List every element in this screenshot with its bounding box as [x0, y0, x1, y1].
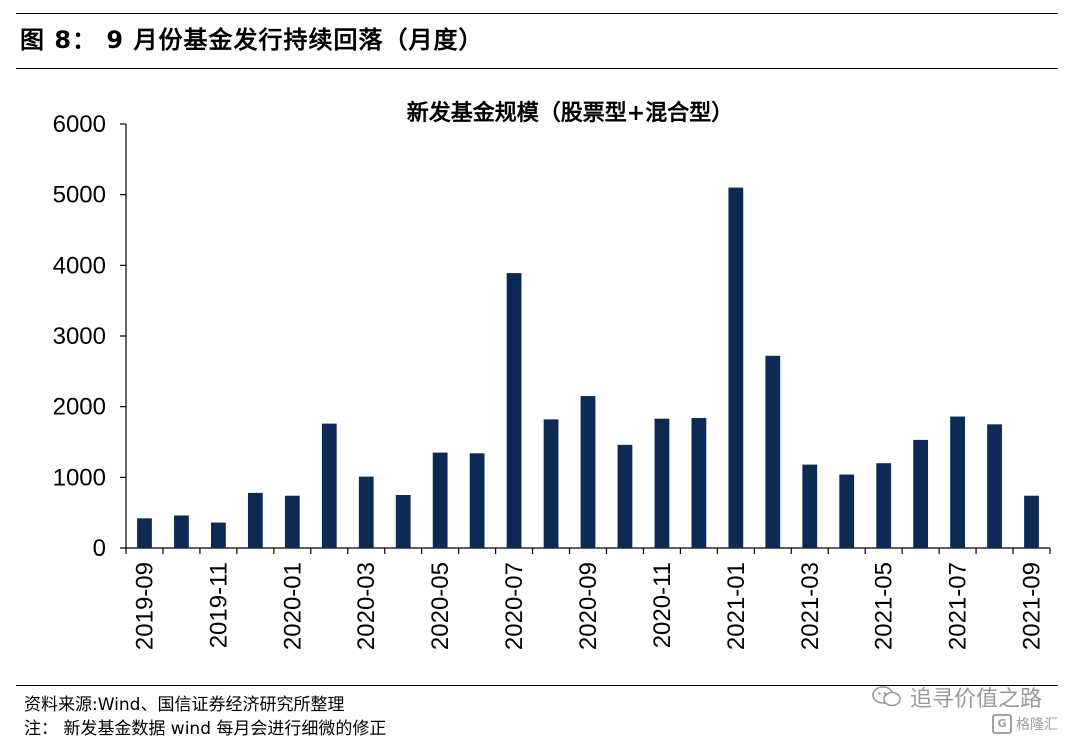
y-tick-label: 0	[93, 535, 106, 562]
x-tick-label: 2021-01	[723, 562, 750, 650]
bar-2020-04	[395, 495, 411, 548]
x-tick-label: 2019-11	[205, 562, 232, 648]
brand-text: 格隆汇	[1016, 717, 1058, 733]
y-tick-label: 4000	[53, 252, 106, 279]
x-tick-label: 2020-03	[353, 562, 380, 650]
source-note: 资料来源:Wind、国信证券经济研究所整理	[24, 695, 345, 715]
title-rule	[16, 68, 1058, 69]
x-tick-label: 2020-05	[427, 562, 454, 650]
x-tick-label: 2021-05	[871, 562, 898, 650]
bar-2020-08	[543, 419, 559, 548]
x-tick-label: 2021-07	[945, 562, 972, 650]
bar-2020-12	[691, 417, 707, 548]
bar-2019-09	[137, 518, 152, 548]
bar-2020-11	[654, 418, 670, 548]
bar-2020-07	[506, 273, 522, 548]
bar-2020-02	[321, 423, 337, 548]
x-tick-label: 2020-01	[279, 562, 306, 650]
bar-2021-06	[913, 439, 929, 548]
top-rule	[16, 13, 1058, 14]
bar-2020-06	[469, 453, 485, 548]
y-tick-label: 1000	[53, 464, 106, 491]
watermark: 追寻价值之路	[872, 681, 1042, 713]
bar-2021-08	[987, 424, 1002, 548]
figure-title: 图 8： 9 月份基金发行持续回落（月度）	[20, 26, 484, 54]
bar-2019-10	[174, 515, 189, 548]
x-tick-label: 2020-07	[501, 562, 528, 650]
chart-bars	[137, 187, 1039, 548]
footer-rule	[16, 685, 1058, 686]
footnote: 注： 新发基金数据 wind 每月会进行细微的修正	[24, 719, 387, 739]
bar-2021-05	[876, 463, 892, 548]
y-tick-label: 2000	[53, 394, 106, 421]
bar-chart: 新发基金规模（股票型+混合型） 2019-09 2019-11 2020-01 202…	[53, 100, 1051, 650]
bar-2019-11	[211, 522, 226, 548]
x-tick-label: 2021-03	[797, 562, 824, 650]
bar-2021-02	[765, 355, 781, 548]
y-tick-label: 6000	[53, 111, 106, 138]
x-tick-label: 2019-09	[131, 562, 158, 650]
bar-2021-09	[1024, 495, 1039, 548]
bar-2020-03	[358, 476, 374, 548]
bar-2020-05	[432, 452, 448, 548]
x-tick-label: 2020-09	[575, 562, 602, 650]
bar-2021-04	[839, 474, 855, 548]
bar-2021-07	[950, 416, 965, 548]
bar-2020-10	[617, 444, 633, 548]
x-tick-label: 2021-09	[1019, 562, 1046, 650]
bar-2020-09	[580, 396, 596, 548]
gelonghui-logo: G	[992, 714, 1012, 734]
bar-2020-01	[284, 495, 300, 548]
bar-2021-03	[802, 464, 818, 548]
x-tick-label: 2020-11	[649, 562, 676, 648]
bar-2021-01	[728, 187, 744, 548]
wechat-icon	[872, 686, 902, 708]
watermark-text: 追寻价值之路	[909, 687, 1042, 712]
y-tick-label: 3000	[53, 323, 106, 350]
chart-title: 新发基金规模（股票型+混合型）	[407, 100, 733, 126]
bar-2019-12	[247, 492, 263, 548]
x-tick-labels: 2019-09 2019-11 2020-01 2020-03 2020-05 2020-…	[131, 562, 1045, 650]
y-tick-labels: 0 1000 2000 3000 4000 5000 6000	[53, 111, 106, 562]
brand-watermark: G 格隆汇	[992, 714, 1058, 734]
y-tick-label: 5000	[53, 182, 106, 209]
